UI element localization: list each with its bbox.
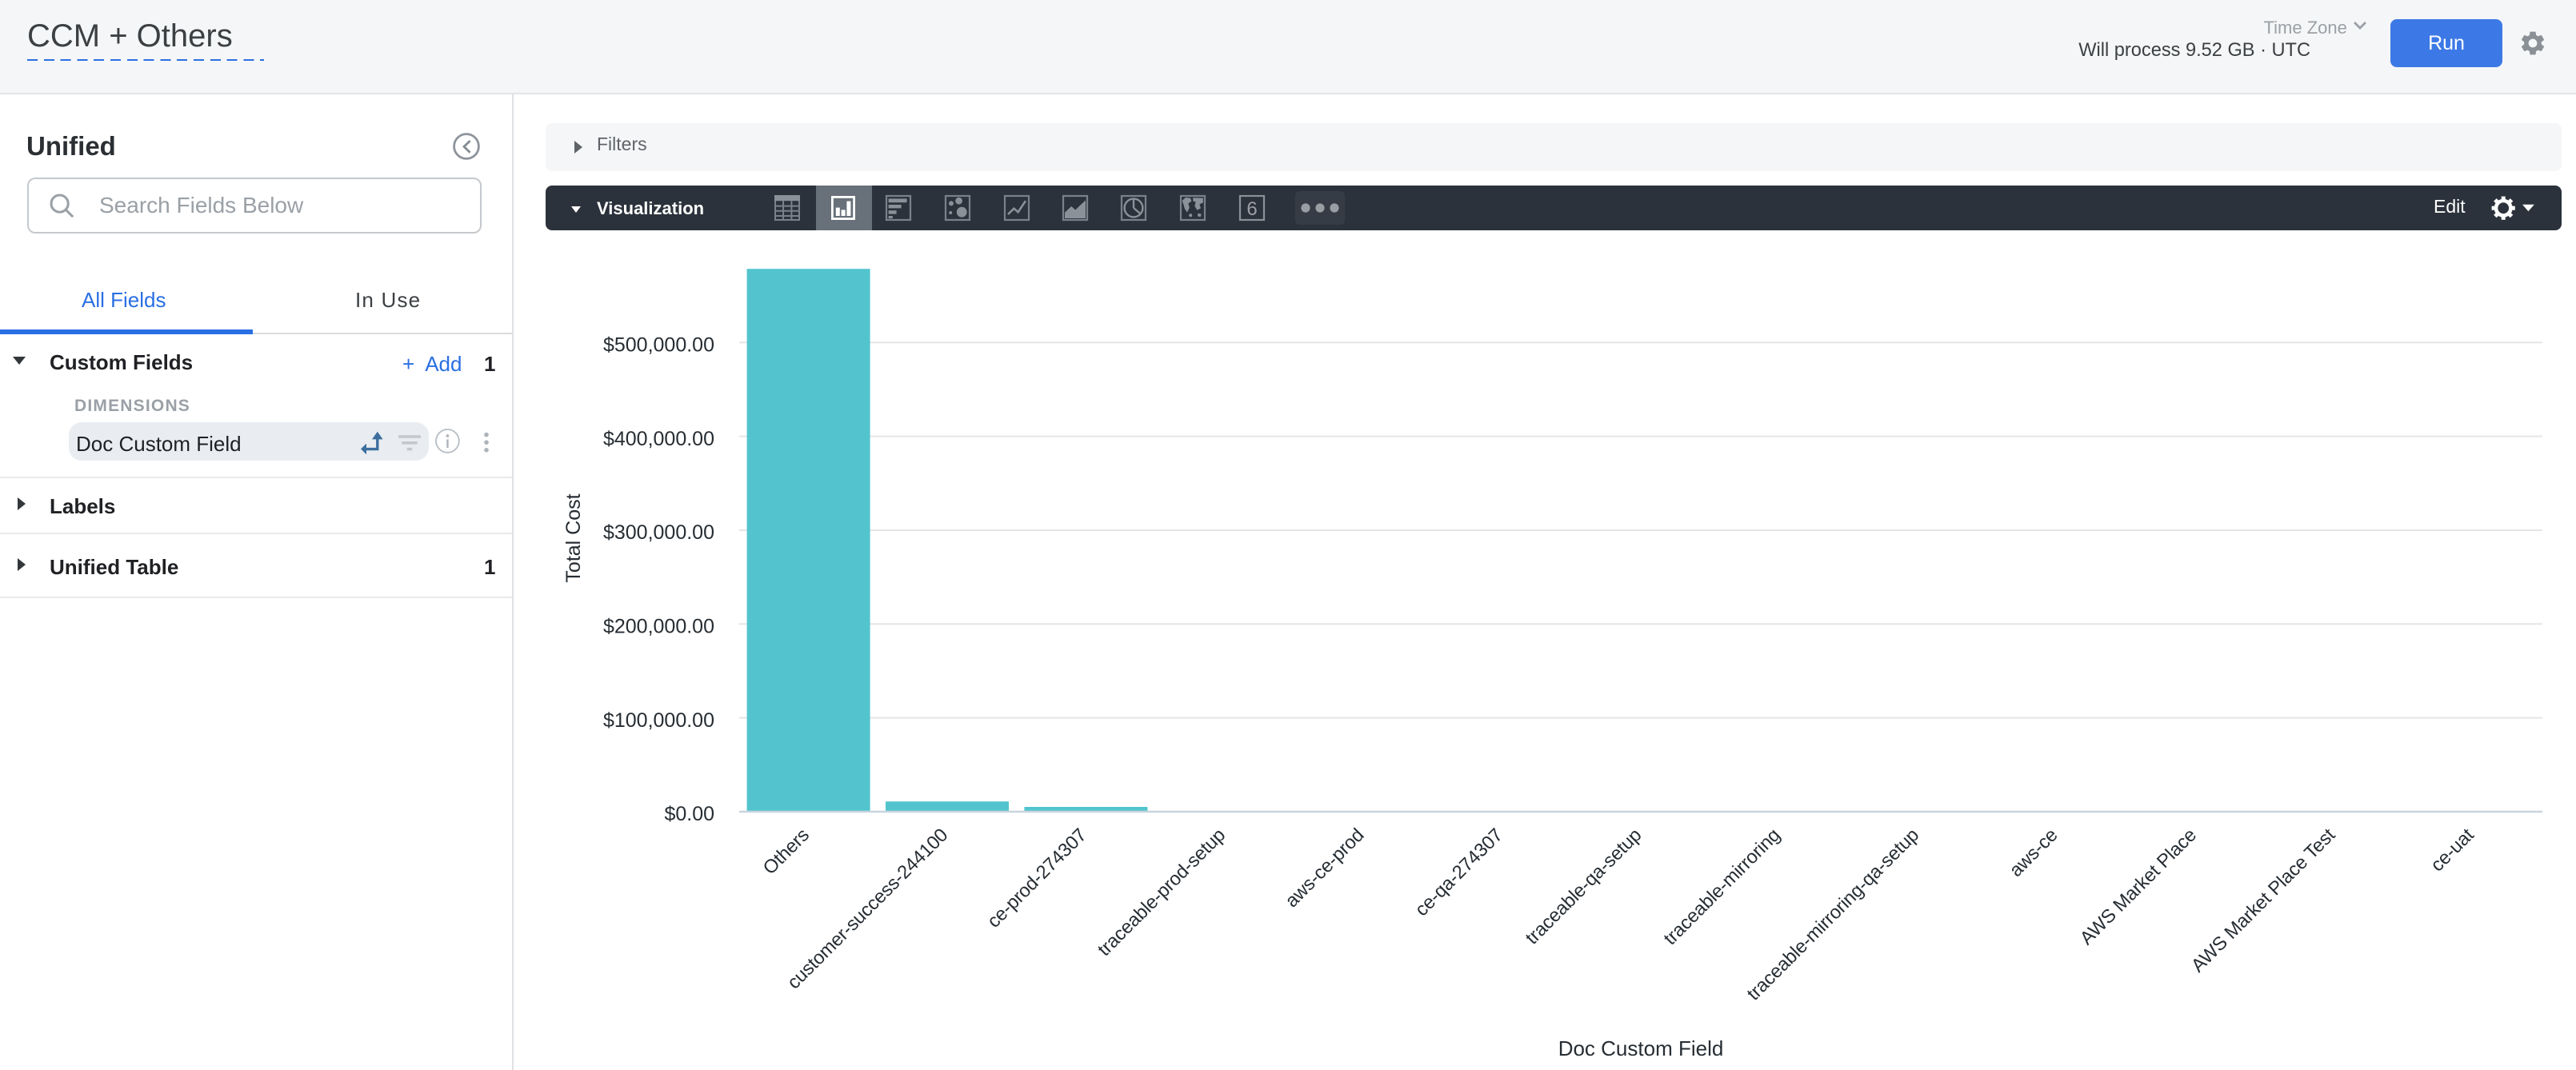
svg-text:6: 6 <box>1246 199 1257 221</box>
svg-text:traceable-prod-setup: traceable-prod-setup <box>1094 824 1230 960</box>
svg-text:$300,000.00: $300,000.00 <box>603 521 714 543</box>
svg-text:Total Cost: Total Cost <box>562 493 585 581</box>
svg-text:ce-uat: ce-uat <box>2427 824 2478 875</box>
svg-text:traceable-qa-setup: traceable-qa-setup <box>1522 824 1646 948</box>
svg-text:aws-ce: aws-ce <box>2006 824 2062 880</box>
svg-text:$0.00: $0.00 <box>664 802 714 824</box>
svg-text:AWS Market Place: AWS Market Place <box>2076 824 2201 948</box>
svg-text:$500,000.00: $500,000.00 <box>603 333 714 355</box>
svg-text:ce-qa-274307: ce-qa-274307 <box>1411 824 1507 920</box>
svg-text:aws-ce-prod: aws-ce-prod <box>1282 824 1369 911</box>
svg-text:Doc Custom Field: Doc Custom Field <box>1558 1036 1724 1060</box>
svg-text:Others: Others <box>759 824 814 878</box>
svg-text:$100,000.00: $100,000.00 <box>603 709 714 731</box>
svg-text:$200,000.00: $200,000.00 <box>603 614 714 637</box>
svg-text:traceable-mirroring: traceable-mirroring <box>1660 824 1785 948</box>
svg-text:AWS Market Place Test: AWS Market Place Test <box>2188 824 2340 976</box>
svg-text:$400,000.00: $400,000.00 <box>603 427 714 449</box>
svg-text:ce-prod-274307: ce-prod-274307 <box>983 824 1090 931</box>
svg-text:customer-success-244100: customer-success-244100 <box>783 824 952 992</box>
